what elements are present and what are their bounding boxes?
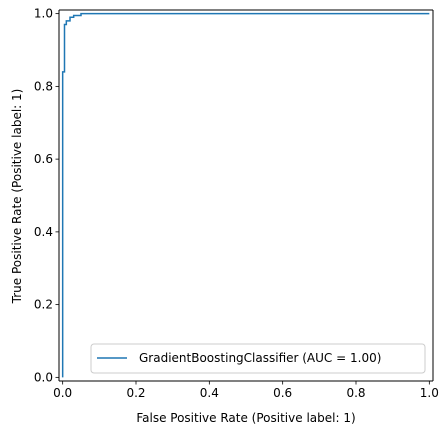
axes-frame [58, 9, 434, 382]
x-tick-label: 0.4 [200, 386, 219, 400]
series-layer [61, 12, 430, 378]
y-ticks: 0.0 0.2 0.4 0.6 0.8 1.0 [34, 7, 59, 384]
y-tick-label: 0.6 [34, 152, 53, 166]
x-tick-label: 0.8 [346, 386, 365, 400]
x-tick-label: 0.6 [273, 386, 292, 400]
legend-entry-label: GradientBoostingClassifier (AUC = 1.00) [139, 351, 381, 365]
y-tick-label: 0.0 [34, 370, 53, 384]
x-ticks: 0.0 0.2 0.4 0.6 0.8 1.0 [53, 381, 439, 400]
x-tick-label: 1.0 [420, 386, 439, 400]
x-tick-label: 0.2 [126, 386, 145, 400]
y-tick-label: 1.0 [34, 7, 53, 21]
y-tick-label: 0.4 [34, 225, 53, 239]
y-tick-label: 0.2 [34, 298, 53, 312]
plot-area [59, 10, 433, 381]
x-axis-label: False Positive Rate (Positive label: 1) [136, 411, 355, 425]
legend: GradientBoostingClassifier (AUC = 1.00) [90, 343, 426, 374]
roc-curve-line [61, 12, 430, 378]
y-tick-label: 0.8 [34, 79, 53, 93]
x-tick-label: 0.0 [53, 386, 72, 400]
y-axis-label: True Positive Rate (Positive label: 1) [10, 89, 24, 305]
legend-box [90, 343, 426, 374]
